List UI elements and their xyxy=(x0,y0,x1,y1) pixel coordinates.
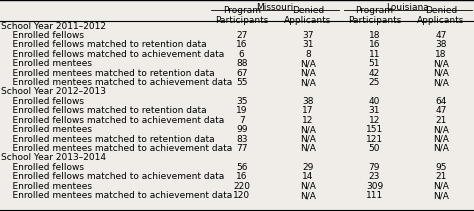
Text: 16: 16 xyxy=(369,40,380,49)
Text: 14: 14 xyxy=(302,172,314,181)
Text: 56: 56 xyxy=(236,163,247,172)
Text: 111: 111 xyxy=(366,191,383,200)
Text: 6: 6 xyxy=(239,50,245,59)
Text: Denied
Applicants: Denied Applicants xyxy=(417,5,465,25)
Text: N/A: N/A xyxy=(433,78,449,87)
Text: Enrolled fellows: Enrolled fellows xyxy=(1,163,84,172)
Text: 31: 31 xyxy=(369,106,380,115)
Text: N/A: N/A xyxy=(433,59,449,68)
Text: N/A: N/A xyxy=(300,135,316,143)
Text: 121: 121 xyxy=(366,135,383,143)
Text: Program
Participants: Program Participants xyxy=(215,5,268,25)
Text: 18: 18 xyxy=(369,31,380,40)
Text: N/A: N/A xyxy=(433,191,449,200)
Text: Enrolled fellows matched to achievement data: Enrolled fellows matched to achievement … xyxy=(1,172,224,181)
Text: 38: 38 xyxy=(435,40,447,49)
Text: 47: 47 xyxy=(435,31,447,40)
Text: 64: 64 xyxy=(435,97,447,106)
Text: Enrolled fellows matched to achievement data: Enrolled fellows matched to achievement … xyxy=(1,116,224,125)
Text: 18: 18 xyxy=(435,50,447,59)
Text: Enrolled mentees matched to achievement data: Enrolled mentees matched to achievement … xyxy=(1,78,232,87)
Text: 38: 38 xyxy=(302,97,314,106)
Text: 42: 42 xyxy=(369,69,380,78)
Text: Enrolled fellows: Enrolled fellows xyxy=(1,97,84,106)
Text: 51: 51 xyxy=(369,59,380,68)
Text: N/A: N/A xyxy=(433,144,449,153)
Text: 12: 12 xyxy=(302,116,314,125)
Text: Enrolled mentees matched to achievement data: Enrolled mentees matched to achievement … xyxy=(1,191,232,200)
Text: 16: 16 xyxy=(236,40,247,49)
Text: Enrolled mentees matched to retention data: Enrolled mentees matched to retention da… xyxy=(1,69,215,78)
Text: 12: 12 xyxy=(369,116,380,125)
Text: 29: 29 xyxy=(302,163,314,172)
Text: 95: 95 xyxy=(435,163,447,172)
Text: Enrolled mentees matched to retention data: Enrolled mentees matched to retention da… xyxy=(1,135,215,143)
Text: 55: 55 xyxy=(236,78,247,87)
Text: 88: 88 xyxy=(236,59,247,68)
Text: 19: 19 xyxy=(236,106,247,115)
Text: N/A: N/A xyxy=(300,59,316,68)
Text: Enrolled fellows matched to retention data: Enrolled fellows matched to retention da… xyxy=(1,40,207,49)
Text: 17: 17 xyxy=(302,106,314,115)
Text: 83: 83 xyxy=(236,135,247,143)
Text: School Year 2012–2013: School Year 2012–2013 xyxy=(1,87,106,96)
Text: 40: 40 xyxy=(369,97,380,106)
Text: Enrolled fellows matched to achievement data: Enrolled fellows matched to achievement … xyxy=(1,50,224,59)
Text: Louisiana: Louisiana xyxy=(386,3,429,12)
Text: 309: 309 xyxy=(366,182,383,191)
Text: 37: 37 xyxy=(302,31,314,40)
Text: 16: 16 xyxy=(236,172,247,181)
Text: 21: 21 xyxy=(435,116,447,125)
Text: Program
Participants: Program Participants xyxy=(348,5,401,25)
Text: Enrolled fellows: Enrolled fellows xyxy=(1,31,84,40)
Text: Enrolled mentees: Enrolled mentees xyxy=(1,125,92,134)
Text: Enrolled mentees matched to achievement data: Enrolled mentees matched to achievement … xyxy=(1,144,232,153)
Text: N/A: N/A xyxy=(433,135,449,143)
Text: N/A: N/A xyxy=(300,182,316,191)
Text: Enrolled fellows matched to retention data: Enrolled fellows matched to retention da… xyxy=(1,106,207,115)
Text: 25: 25 xyxy=(369,78,380,87)
Text: 120: 120 xyxy=(233,191,250,200)
Text: N/A: N/A xyxy=(433,125,449,134)
Text: 47: 47 xyxy=(435,106,447,115)
Text: Enrolled mentees: Enrolled mentees xyxy=(1,182,92,191)
Text: N/A: N/A xyxy=(300,125,316,134)
Text: 67: 67 xyxy=(236,69,247,78)
Text: 27: 27 xyxy=(236,31,247,40)
Text: Enrolled mentees: Enrolled mentees xyxy=(1,59,92,68)
Text: 31: 31 xyxy=(302,40,314,49)
Text: N/A: N/A xyxy=(300,191,316,200)
Text: School Year 2011–2012: School Year 2011–2012 xyxy=(1,22,106,31)
Text: N/A: N/A xyxy=(300,69,316,78)
Text: 151: 151 xyxy=(366,125,383,134)
Text: 21: 21 xyxy=(435,172,447,181)
Text: 99: 99 xyxy=(236,125,247,134)
Text: 220: 220 xyxy=(233,182,250,191)
Text: 8: 8 xyxy=(305,50,311,59)
Text: 35: 35 xyxy=(236,97,247,106)
Text: 77: 77 xyxy=(236,144,247,153)
Text: N/A: N/A xyxy=(300,78,316,87)
Text: 23: 23 xyxy=(369,172,380,181)
Text: 50: 50 xyxy=(369,144,380,153)
Text: Missouri: Missouri xyxy=(256,3,293,12)
Text: N/A: N/A xyxy=(433,182,449,191)
Text: N/A: N/A xyxy=(433,69,449,78)
Text: 7: 7 xyxy=(239,116,245,125)
Text: 79: 79 xyxy=(369,163,380,172)
Text: Denied
Applicants: Denied Applicants xyxy=(284,5,332,25)
Text: 11: 11 xyxy=(369,50,380,59)
Text: N/A: N/A xyxy=(300,144,316,153)
Text: School Year 2013–2014: School Year 2013–2014 xyxy=(1,153,106,162)
